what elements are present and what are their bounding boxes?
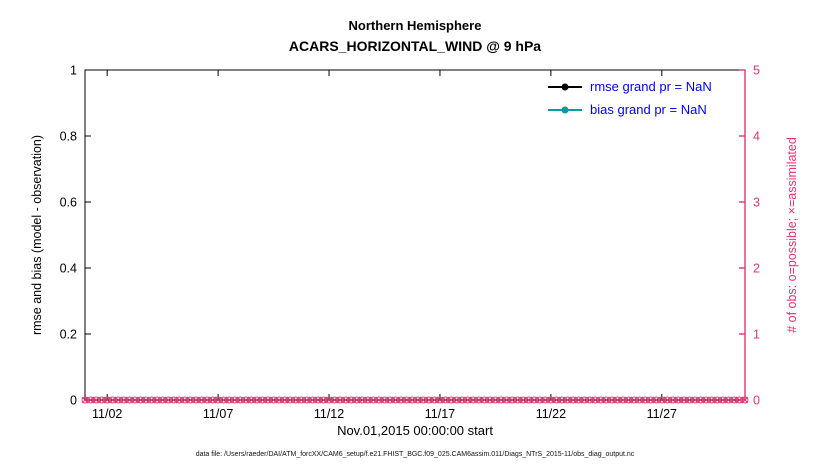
- x-tick-label: 11/12: [314, 407, 344, 421]
- x-tick-label: 11/02: [92, 407, 122, 421]
- y-left-tick-label: 1: [70, 64, 77, 78]
- x-tick-label: 11/22: [536, 407, 566, 421]
- y-right-tick-label: 1: [753, 328, 760, 342]
- legend-label-rmse: rmse grand pr = NaN: [590, 79, 712, 94]
- y-right-tick-label: 2: [753, 262, 760, 276]
- y-axis-left-ticks: 0 0.2 0.4 0.6 0.8 1: [60, 64, 91, 408]
- y-left-tick-label: 0.6: [60, 196, 77, 210]
- y-right-tick-label: 0: [753, 394, 760, 408]
- data-file-path: data file: /Users/raeder/DAI/ATM_forcXX/…: [195, 451, 635, 458]
- x-axis-ticks: 11/02 11/07 11/12 11/17 11/22 11/27: [92, 70, 677, 421]
- legend: rmse grand pr = NaN bias grand pr = NaN: [548, 77, 712, 119]
- x-tick-label: 11/27: [647, 407, 677, 421]
- rmse-marker-icon: [561, 83, 569, 90]
- bias-marker-icon: [561, 106, 569, 113]
- y-axis-right-ticks: 0 1 2 3 4 5: [739, 64, 760, 408]
- x-axis-label: Nov.01,2015 00:00:00 start: [337, 423, 493, 438]
- chart-title: Northern Hemisphere: [348, 18, 482, 33]
- x-tick-label: 11/17: [425, 407, 455, 421]
- y-right-tick-label: 3: [753, 196, 760, 210]
- obs-markers-possible: [81, 396, 749, 404]
- legend-entry-bias: bias grand pr = NaN: [548, 100, 712, 119]
- chart-subtitle: ACARS_HORIZONTAL_WIND @ 9 hPa: [288, 37, 542, 54]
- y-right-tick-label: 5: [753, 64, 760, 78]
- y-left-tick-label: 0.2: [60, 328, 77, 342]
- title-block: Northern Hemisphere ACARS_HORIZONTAL_WIN…: [0, 16, 830, 56]
- x-tick-label: 11/07: [203, 407, 233, 421]
- y-left-tick-label: 0.8: [60, 130, 77, 144]
- legend-label-bias: bias grand pr = NaN: [590, 102, 707, 117]
- legend-entry-rmse: rmse grand pr = NaN: [548, 77, 712, 96]
- plot-box: [84, 69, 746, 401]
- y-left-tick-label: 0: [70, 394, 77, 408]
- bias-line-swatch: [548, 106, 582, 113]
- obs-markers-assimilated: [81, 396, 749, 404]
- y-left-tick-label: 0.4: [60, 262, 77, 276]
- rmse-line-swatch: [548, 83, 582, 90]
- y-right-tick-label: 4: [753, 130, 760, 144]
